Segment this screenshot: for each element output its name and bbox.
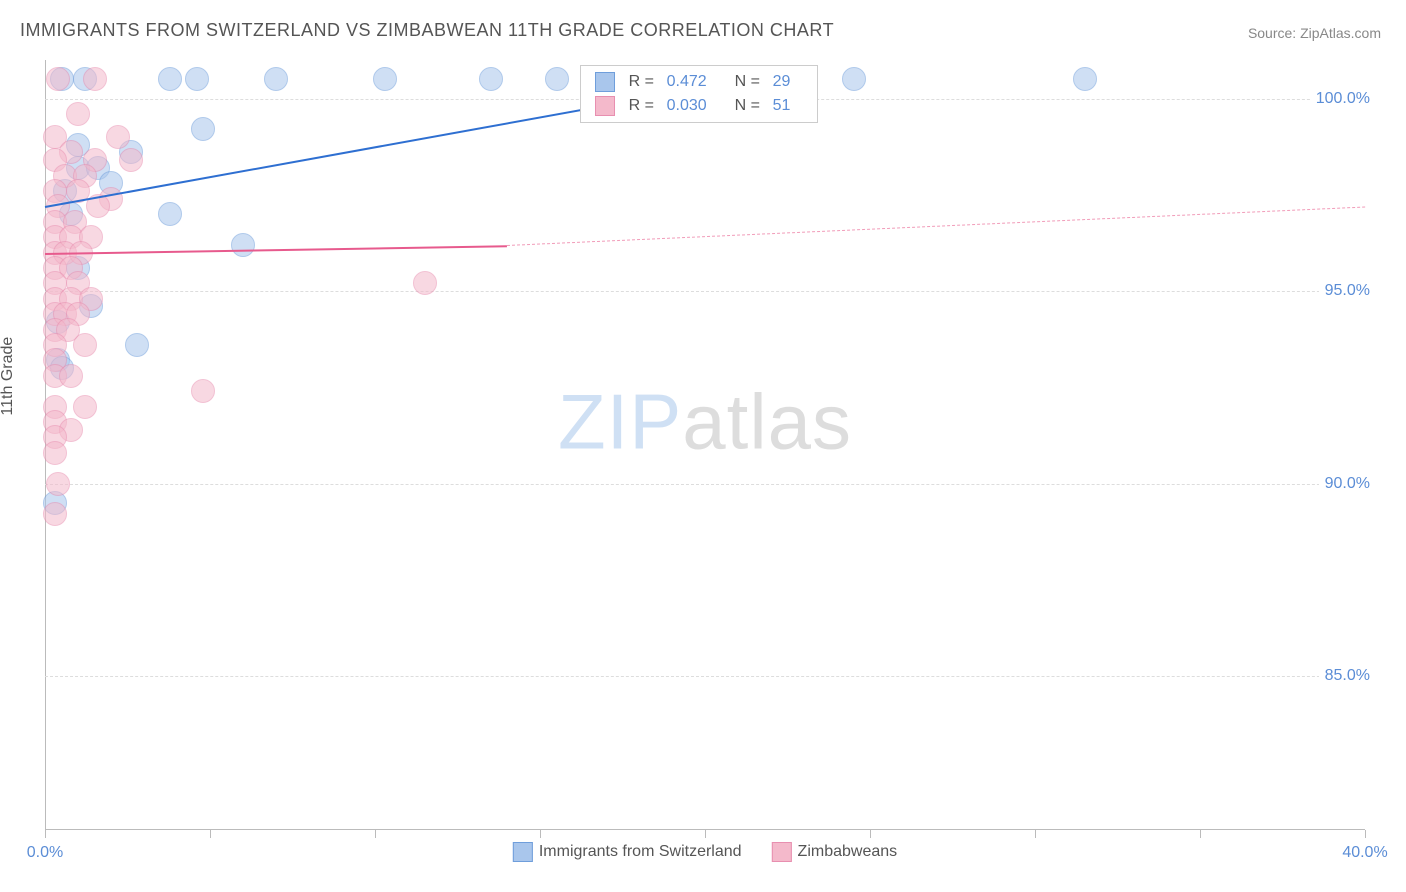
data-point (119, 148, 143, 172)
legend-item: Zimbabweans (772, 842, 898, 862)
data-point (264, 67, 288, 91)
data-point (842, 67, 866, 91)
series-legend: Immigrants from Switzerland Zimbabweans (513, 842, 897, 862)
data-point (66, 102, 90, 126)
x-tick (705, 830, 706, 838)
data-point (231, 233, 255, 257)
data-point (158, 67, 182, 91)
data-point (373, 67, 397, 91)
y-tick-label: 95.0% (1319, 282, 1370, 300)
x-tick (210, 830, 211, 838)
trendline (45, 245, 507, 255)
trendline (507, 206, 1365, 245)
data-point (413, 271, 437, 295)
source-text: Source: ZipAtlas.com (1248, 25, 1381, 41)
data-point (125, 333, 149, 357)
gridline (45, 676, 1365, 677)
data-point (1073, 67, 1097, 91)
scatter-chart: ZIPatlas 85.0%90.0%95.0%100.0%0.0%40.0%R… (45, 60, 1365, 830)
x-tick (870, 830, 871, 838)
data-point (73, 333, 97, 357)
data-point (46, 67, 70, 91)
x-tick (45, 830, 46, 838)
y-tick-label: 100.0% (1310, 90, 1370, 108)
y-tick-label: 85.0% (1319, 667, 1370, 685)
x-tick (375, 830, 376, 838)
data-point (73, 395, 97, 419)
data-point (158, 202, 182, 226)
correlation-legend: R =0.472N =29R =0.030N =51 (580, 65, 818, 123)
data-point (191, 379, 215, 403)
y-tick-label: 90.0% (1319, 475, 1370, 493)
data-point (106, 125, 130, 149)
data-point (83, 67, 107, 91)
data-point (43, 502, 67, 526)
data-point (46, 472, 70, 496)
data-point (479, 67, 503, 91)
gridline (45, 484, 1365, 485)
legend-row: R =0.472N =29 (581, 70, 817, 94)
chart-title: IMMIGRANTS FROM SWITZERLAND VS ZIMBABWEA… (20, 20, 834, 41)
gridline (45, 291, 1365, 292)
y-axis-label: 11th Grade (0, 337, 17, 416)
data-point (43, 441, 67, 465)
data-point (545, 67, 569, 91)
watermark: ZIPatlas (558, 376, 852, 467)
x-tick (1200, 830, 1201, 838)
legend-row: R =0.030N =51 (581, 94, 817, 118)
x-tick-label: 40.0% (1342, 844, 1387, 862)
x-tick-label: 0.0% (27, 844, 63, 862)
x-tick (1365, 830, 1366, 838)
data-point (185, 67, 209, 91)
data-point (59, 364, 83, 388)
legend-item: Immigrants from Switzerland (513, 842, 742, 862)
x-tick (540, 830, 541, 838)
data-point (191, 117, 215, 141)
x-tick (1035, 830, 1036, 838)
